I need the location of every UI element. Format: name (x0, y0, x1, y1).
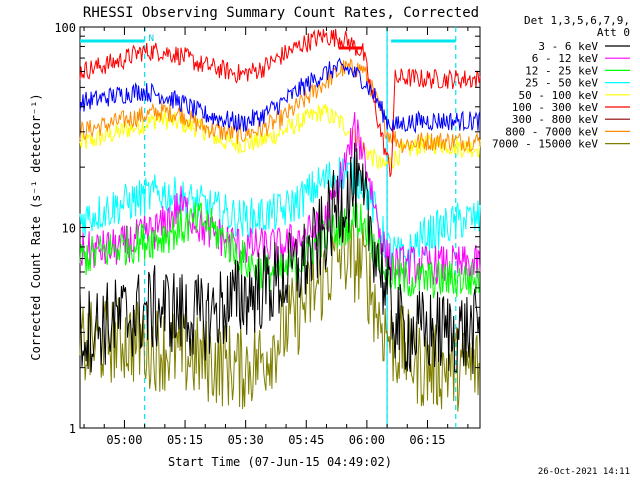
legend-label: 12 - 25 keV (525, 64, 598, 77)
legend-label: 300 - 800 keV (512, 113, 598, 126)
series-line-3 (79, 157, 481, 271)
series-line-9 (79, 57, 481, 134)
y-axis: 1 10 100 (54, 21, 480, 436)
x-tick-label: 05:00 (106, 433, 142, 447)
series-line-5 (79, 28, 481, 177)
series-line-1 (79, 112, 481, 285)
legend-header-line-2: Att 0 (597, 26, 630, 39)
y-tick-label: 10 (62, 222, 76, 236)
x-axis-label: Start Time (07-Jun-15 04:49:02) (168, 455, 392, 469)
legend-header-line-1: Det 1,3,5,6,7,9, (524, 14, 630, 27)
legend-label: 25 - 50 keV (525, 77, 598, 90)
series-line-8 (79, 216, 481, 412)
legend-label: 3 - 6 keV (538, 40, 598, 53)
legend-label: 100 - 300 keV (512, 101, 598, 114)
x-tick-label: 05:15 (167, 433, 203, 447)
x-tick-label: 06:00 (349, 433, 385, 447)
x-tick-label: 05:30 (228, 433, 264, 447)
y-tick-label: 1 (69, 422, 76, 436)
n-marker-label: N (149, 34, 154, 44)
series-line-2 (79, 202, 481, 299)
plot-area: N 1 10 100 05:00 05:15 05:30 05:45 06:00 06:15 (54, 21, 481, 447)
series-layer (79, 28, 481, 412)
legend-label: 800 - 7000 keV (505, 125, 598, 138)
x-tick-label: 06:15 (409, 433, 445, 447)
legend-label: 50 - 100 keV (519, 89, 599, 102)
y-tick-label: 100 (54, 21, 76, 35)
x-tick-label: 05:45 (288, 433, 324, 447)
series-line-7 (79, 57, 481, 154)
x-axis: 05:00 05:15 05:30 05:45 06:00 06:15 (83, 27, 469, 447)
y-axis-label: Corrected Count Rate (s⁻¹ detector⁻¹) (29, 93, 43, 360)
legend-label: 6 - 12 keV (532, 52, 599, 65)
footer-timestamp: 26-Oct-2021 14:11 (538, 467, 630, 477)
legend-label: 7000 - 15000 keV (492, 138, 598, 151)
series-line-0 (79, 142, 481, 375)
chart-title: RHESSI Observing Summary Count Rates, Co… (83, 5, 479, 21)
